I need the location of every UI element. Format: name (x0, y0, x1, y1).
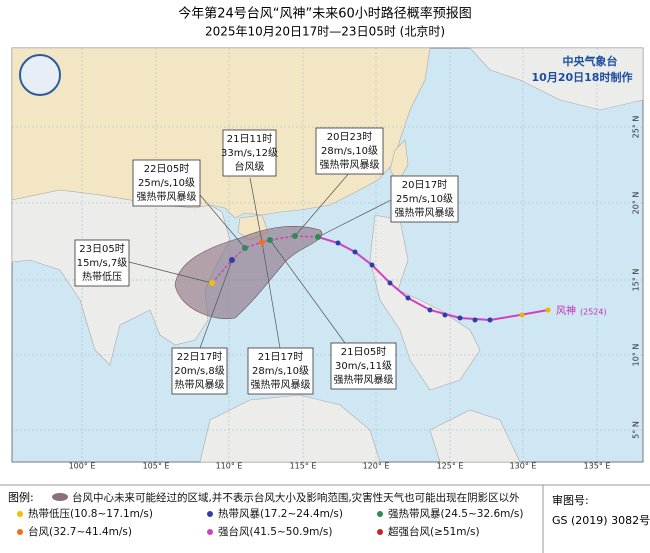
lon-label: 125° E (437, 462, 464, 471)
lat-labels: 25° N 20° N 15° N 10° N 5° N (632, 116, 641, 439)
forecast-box (330, 342, 397, 390)
agency: 中央气象台 (563, 54, 618, 68)
legend-swatch (377, 511, 383, 517)
forecast-box (390, 175, 459, 223)
legend-area: 台风中心未来可能经过的区域,并不表示台风大小及影响范围,灾害性天气也可能出现在阴… (72, 491, 520, 504)
lat-label: 10° N (632, 344, 641, 367)
north-land (469, 47, 644, 111)
forecast-wind: 20m/s,8级 (174, 365, 225, 377)
legend-items: 热带低压(10.8~17.1m/s) 热带风暴(17.2~24.4m/s) 强热带风… (17, 507, 524, 538)
legend-swatch (17, 529, 23, 535)
islands (429, 409, 521, 463)
forecast-box (132, 159, 201, 207)
forecast-level: 热带风暴级 (175, 378, 225, 391)
map: 100° E 105° E 110° E 115° E 120° E 125° E 130°… (11, 47, 644, 471)
storm-id: (2524) (580, 308, 607, 317)
forecast-level: 强热带风暴级 (334, 373, 394, 386)
lon-label: 105° E (143, 462, 170, 471)
forecast-level: 强热带风暴级 (395, 206, 455, 219)
forecast-wind: 15m/s,7级 (77, 257, 128, 269)
philippines (369, 214, 481, 391)
forecast-level: 强热带风暴级 (137, 190, 197, 203)
probability-cone (174, 226, 323, 320)
lon-label: 135° E (584, 462, 611, 471)
made-time: 10月20日18时制作 (532, 70, 633, 84)
taiwan (389, 139, 409, 183)
lon-label: 120° E (363, 462, 390, 471)
legend-swatch (207, 511, 213, 517)
forecast-time: 22日05时 (144, 163, 189, 175)
forecast-wind: 33m/s,12级 (221, 147, 278, 159)
lon-label: 130° E (510, 462, 537, 471)
borneo (199, 394, 381, 463)
forecast-box (247, 347, 314, 395)
forecast-box (222, 129, 277, 177)
legend-item: 热带风暴(17.2~24.4m/s) (218, 507, 343, 520)
legend-cone (52, 493, 68, 501)
lat-label: 5° N (632, 421, 641, 439)
lon-label: 110° E (216, 462, 243, 471)
lon-label: 100° E (69, 462, 96, 471)
legend-swatch (377, 529, 383, 535)
lon-label: 115° E (290, 462, 317, 471)
approval-title: 审图号: (552, 493, 589, 507)
forecast-time: 20日17时 (402, 179, 447, 191)
legend-swatch (207, 529, 213, 535)
forecast-wind: 30m/s,11级 (335, 360, 392, 372)
forecast-level: 强热带风暴级 (251, 378, 311, 391)
leaders (128, 171, 392, 349)
title: 今年第24号台风“风神”未来60小时路径概率预报图 (178, 6, 472, 22)
forecast-box (171, 347, 228, 395)
legend-item: 超强台风(≥51m/s) (388, 525, 480, 538)
forecast-time: 21日05时 (341, 346, 386, 358)
storm-name: 风神 (556, 304, 576, 317)
lat-label: 25° N (632, 116, 641, 139)
forecast-box (74, 239, 130, 287)
forecast-box (315, 127, 384, 175)
legend-item: 强台风(41.5~50.9m/s) (218, 525, 333, 538)
forecast-wind: 28m/s,10级 (252, 365, 309, 377)
lat-label: 20° N (632, 192, 641, 215)
forecast-level: 强热带风暴级 (320, 158, 380, 171)
lat-label: 15° N (632, 269, 641, 292)
forecast-wind: 25m/s,10级 (138, 177, 195, 189)
forecast-time: 21日17时 (258, 351, 303, 363)
forecast-time: 22日17时 (177, 351, 222, 363)
forecast-wind: 28m/s,10级 (321, 145, 378, 157)
approval-number: GS (2019) 3082号 (552, 514, 650, 527)
logo (19, 54, 61, 96)
legend-item: 热带低压(10.8~17.1m/s) (28, 507, 153, 520)
lon-labels: 100° E 105° E 110° E 115° E 120° E 125° E 130°… (69, 462, 611, 471)
forecast-boxes: 21日11时33m/s,12级台风级20日23时28m/s,10级强热带风暴级2… (74, 127, 459, 395)
legend-title: 图例: (8, 490, 34, 504)
legend-swatch (17, 511, 23, 517)
forecast-time: 20日23时 (327, 131, 372, 143)
forecast-points (209, 233, 321, 286)
legend-item: 台风(32.7~41.4m/s) (28, 525, 132, 538)
forecast-level: 热带低压 (82, 270, 122, 283)
legend-item: 强热带风暴(24.5~32.6m/s) (388, 507, 524, 520)
forecast-level: 台风级 (235, 160, 265, 173)
forecast-time: 21日11时 (227, 133, 272, 145)
past-points (335, 240, 551, 323)
subtitle: 2025年10月20日17时—23日05时 (北京时) (205, 25, 445, 39)
forecast-time: 23日05时 (79, 243, 124, 255)
forecast-wind: 25m/s,10级 (396, 193, 453, 205)
